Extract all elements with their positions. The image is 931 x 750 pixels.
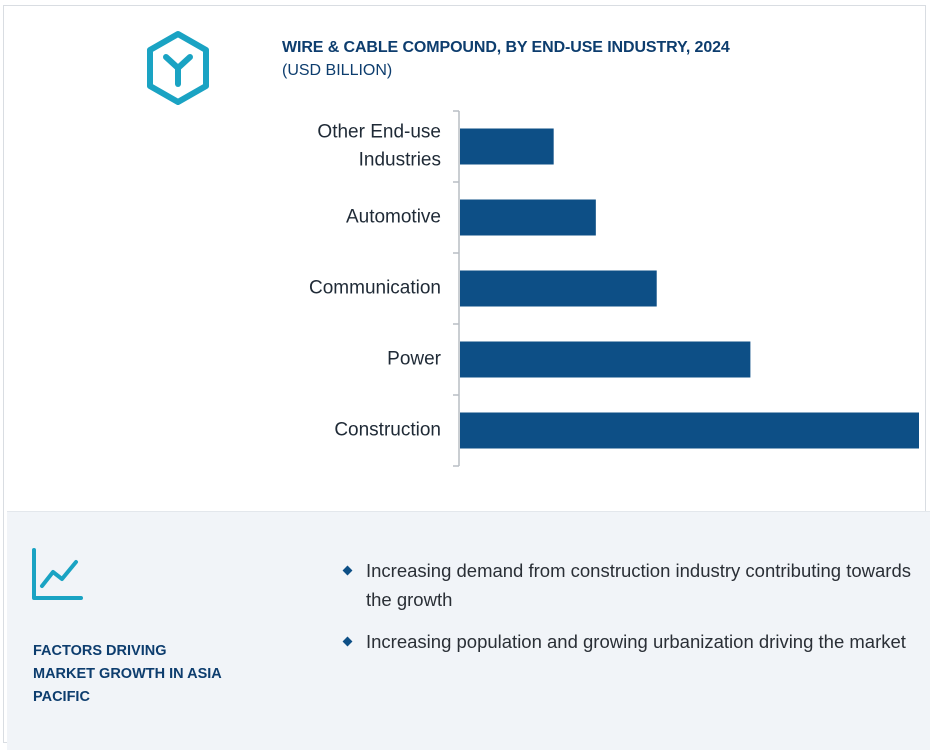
list-item: Increasing population and growing urbani…: [341, 627, 931, 656]
bar-other-end-use-industries: [460, 128, 554, 165]
bar-communication: [460, 270, 657, 307]
bar-chart: Other End-use Industries Automotive Communi…: [309, 110, 919, 467]
category-label: Other End-use: [317, 122, 441, 143]
hexagon-y-logo-icon: [147, 31, 209, 105]
category-label: Power: [387, 349, 442, 370]
chart-title: WIRE & CABLE COMPOUND, BY END-USE INDUST…: [282, 39, 730, 56]
bar-construction: [460, 412, 919, 449]
category-label: Communication: [309, 278, 441, 299]
category-label: Construction: [334, 420, 441, 441]
diamond-bullet-icon: [342, 636, 353, 647]
factors-panel: FACTORS DRIVING MARKET GROWTH IN ASIA PA…: [7, 511, 930, 750]
diamond-bullet-icon: [342, 565, 353, 576]
category-label: Industries: [359, 150, 441, 171]
infographic-card: WIRE & CABLE COMPOUND, BY END-USE INDUST…: [3, 5, 930, 750]
bar-power: [460, 341, 751, 378]
bar-automotive: [460, 199, 596, 236]
chart-subtitle: (USD BILLION): [282, 62, 393, 79]
line-chart-growth-icon: [32, 548, 83, 600]
category-label: Automotive: [346, 207, 441, 228]
factor-text: Increasing demand from construction indu…: [366, 560, 911, 610]
factors-list: Increasing demand from construction indu…: [341, 556, 931, 669]
factor-text: Increasing population and growing urbani…: [366, 631, 906, 652]
factors-title: FACTORS DRIVING MARKET GROWTH IN ASIA PA…: [33, 643, 222, 705]
list-item: Increasing demand from construction indu…: [341, 556, 931, 614]
